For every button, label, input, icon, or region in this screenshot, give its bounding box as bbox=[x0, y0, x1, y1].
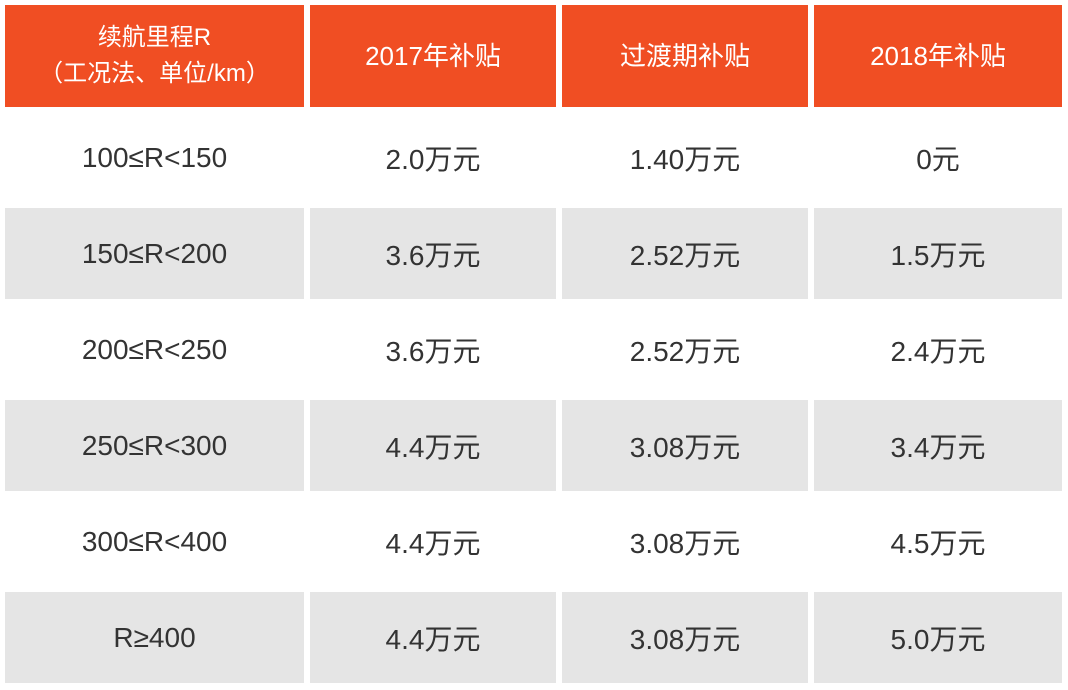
range-cell: 200≤R<250 bbox=[81, 333, 228, 365]
header-cell: 2017年补贴 bbox=[310, 5, 556, 107]
header-cell: 过渡期补贴 bbox=[562, 5, 808, 107]
subsidy-cell: 3.08万元 bbox=[562, 400, 808, 491]
subsidy-cell: 3.4万元 bbox=[814, 400, 1062, 491]
header-cell: 续航里程R （工况法、单位/km） bbox=[5, 5, 304, 107]
subsidy-cell: 4.4万元 bbox=[385, 527, 481, 559]
subsidy-cell: 2.4万元 bbox=[890, 335, 986, 367]
subsidy-cell: 4.5万元 bbox=[890, 527, 986, 559]
range-cell: 150≤R<200 bbox=[5, 208, 304, 299]
subsidy-table: 续航里程R （工况法、单位/km） 2017年补贴 过渡期补贴 2018年补贴 100≤… bbox=[5, 5, 1062, 683]
range-cell: R≥400 bbox=[5, 592, 304, 683]
subsidy-cell: 0元 bbox=[916, 143, 960, 175]
range-cell: 100≤R<150 bbox=[81, 141, 228, 173]
subsidy-cell: 1.40万元 bbox=[629, 143, 741, 175]
range-cell: 250≤R<300 bbox=[5, 400, 304, 491]
subsidy-cell: 3.6万元 bbox=[385, 335, 481, 367]
subsidy-cell: 2.52万元 bbox=[629, 335, 741, 367]
subsidy-cell: 3.08万元 bbox=[629, 527, 741, 559]
subsidy-cell: 5.0万元 bbox=[814, 592, 1062, 683]
subsidy-cell: 3.08万元 bbox=[562, 592, 808, 683]
range-cell: 300≤R<400 bbox=[81, 525, 228, 557]
subsidy-cell: 2.52万元 bbox=[562, 208, 808, 299]
subsidy-cell: 4.4万元 bbox=[310, 592, 556, 683]
subsidy-cell: 3.6万元 bbox=[310, 208, 556, 299]
header-cell: 2018年补贴 bbox=[814, 5, 1062, 107]
subsidy-cell: 4.4万元 bbox=[310, 400, 556, 491]
subsidy-cell: 2.0万元 bbox=[385, 143, 481, 175]
subsidy-cell: 1.5万元 bbox=[814, 208, 1062, 299]
